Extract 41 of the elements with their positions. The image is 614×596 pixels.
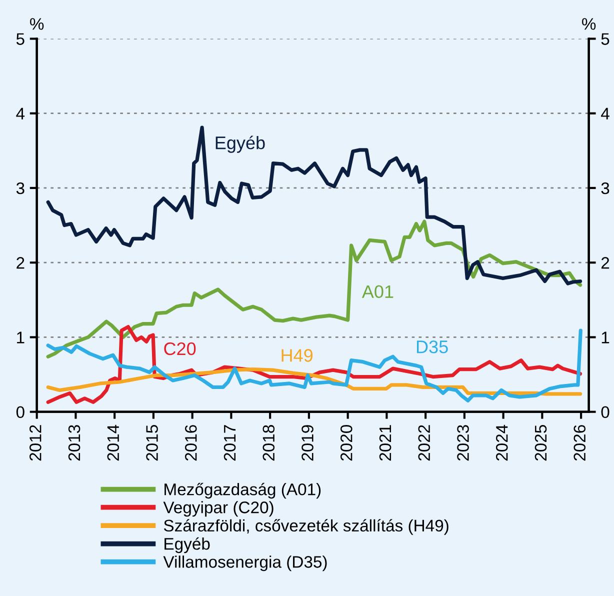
y-tick-label: 1 xyxy=(17,332,24,344)
annotation: D35 xyxy=(416,340,448,354)
x-tick-label: 2018 xyxy=(262,425,275,461)
x-tick-label: 2015 xyxy=(146,425,158,461)
x-tick-label: 2017 xyxy=(224,425,236,461)
y2-tick-label: 0 xyxy=(601,406,610,418)
x-tick-label: 2023 xyxy=(457,425,469,461)
x-tick-label: 2013 xyxy=(68,425,80,461)
legend-label: Villamosenergia (D35) xyxy=(163,556,327,572)
x-tick-label: 2024 xyxy=(496,424,508,461)
y-tick-label: 3 xyxy=(16,182,24,194)
y-tick-label: 2 xyxy=(16,257,24,269)
y2-tick-label: 5 xyxy=(601,33,610,45)
line-series xyxy=(46,126,582,286)
y-axis-title: % xyxy=(30,18,44,30)
legend-label: Mezőgazdaság (A01) xyxy=(164,482,321,499)
legend-label: Szárazföldi, csővezeték szállítás (H49) xyxy=(164,519,448,535)
x-tick-label: 2016 xyxy=(185,425,197,461)
y2-tick-label: 1 xyxy=(602,332,610,344)
annotation: Egyéb xyxy=(216,136,265,153)
legend-label: Egyéb xyxy=(164,537,210,554)
annotation: A01 xyxy=(362,285,394,298)
annotation: C20 xyxy=(164,342,196,356)
x-tick-label: 2020 xyxy=(340,424,352,461)
y-tick-label: 0 xyxy=(16,406,24,418)
x-tick-label: 2022 xyxy=(418,425,430,461)
x-tick-label: 2025 xyxy=(534,425,547,461)
x-tick-label: 2026 xyxy=(574,425,586,461)
y2-axis-title: % xyxy=(582,18,596,30)
x-tick-label: 2021 xyxy=(379,425,392,461)
line-series xyxy=(46,368,582,396)
x-tick-label: 2012 xyxy=(30,425,42,461)
legend-label: Vegyipar (C20) xyxy=(163,501,274,517)
y2-tick-label: 3 xyxy=(601,182,610,194)
annotation: H49 xyxy=(282,349,313,362)
y-tick-label: 5 xyxy=(16,33,24,45)
y2-tick-label: 4 xyxy=(601,108,610,120)
y2-tick-label: 2 xyxy=(601,257,610,269)
y-tick-label: 4 xyxy=(16,108,25,120)
x-tick-label: 2014 xyxy=(107,424,120,461)
x-tick-label: 2019 xyxy=(302,425,314,461)
